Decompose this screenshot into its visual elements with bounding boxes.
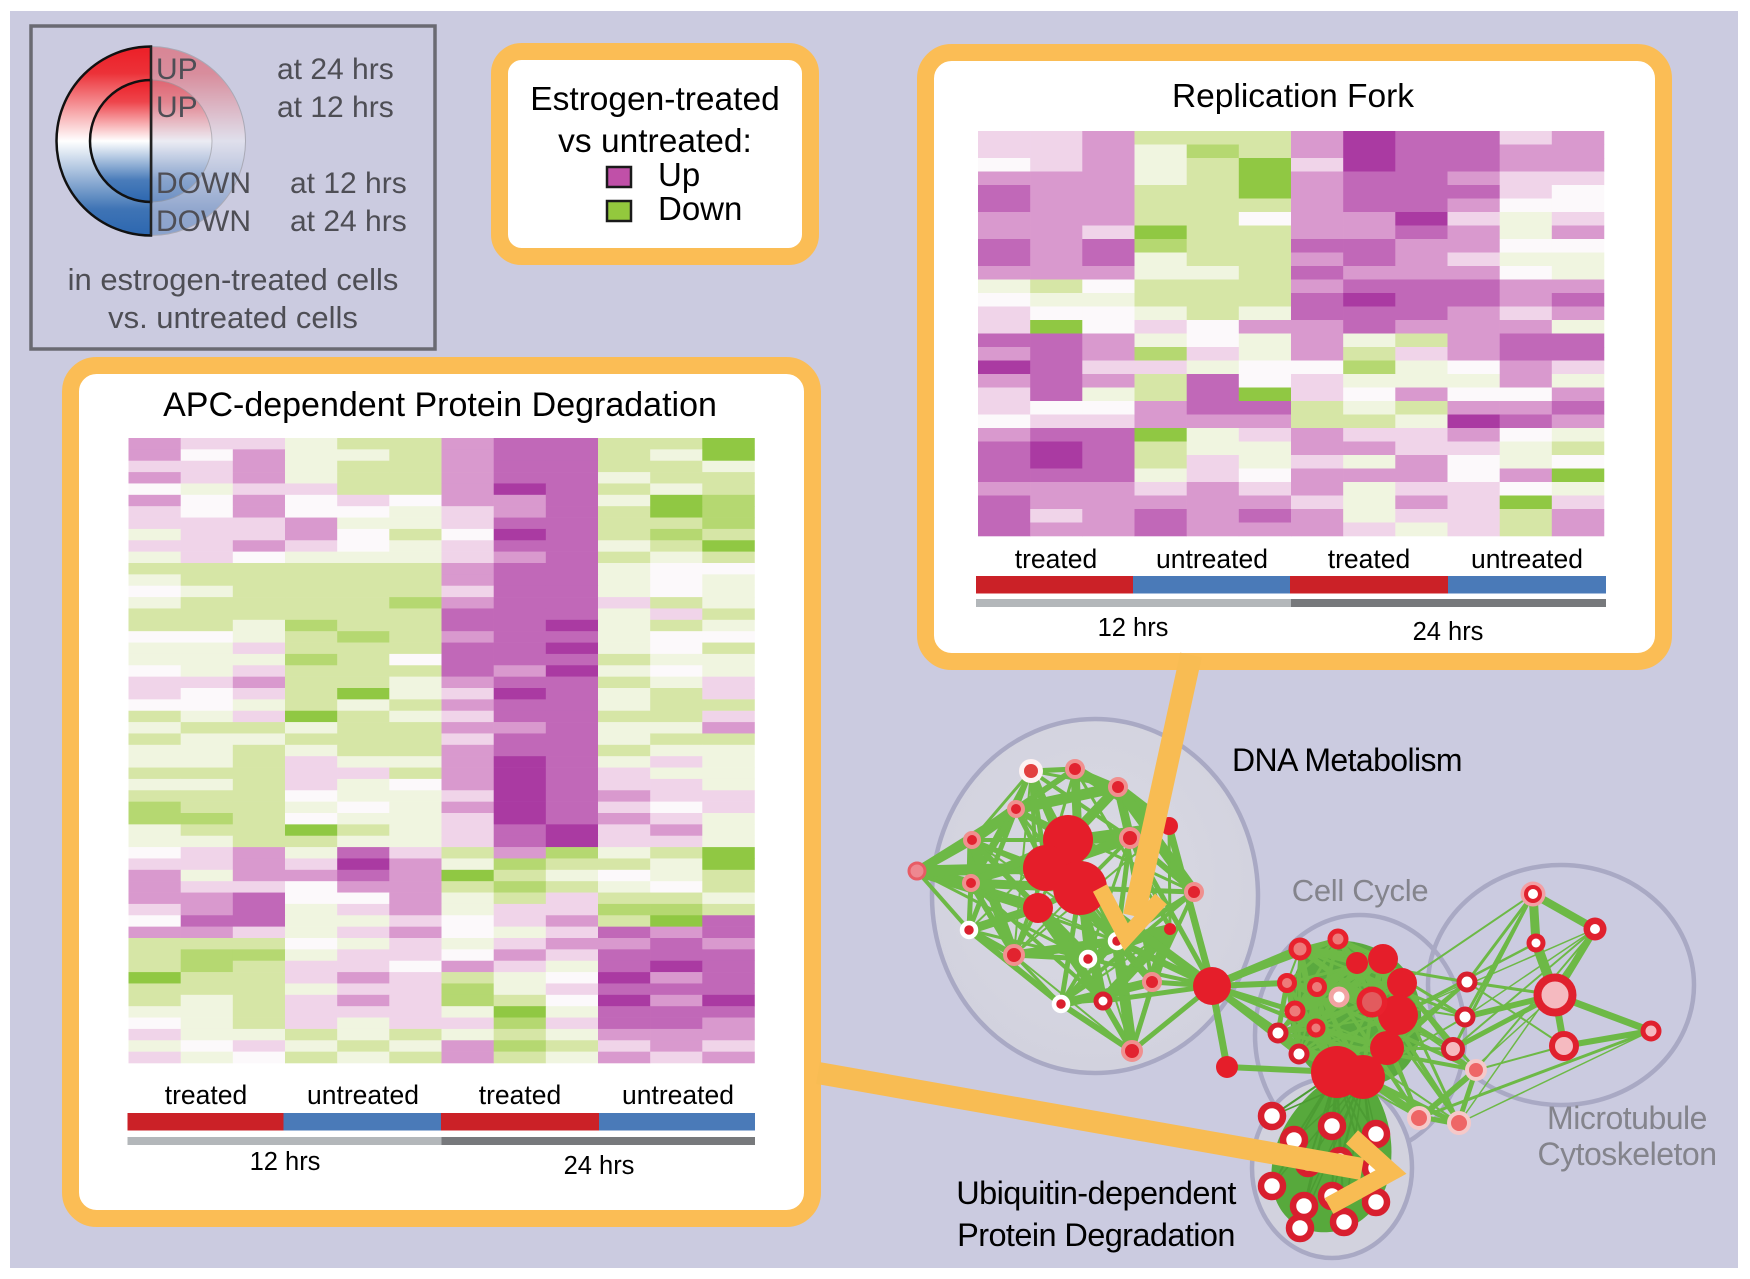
svg-text:APC-dependent Protein Degradat: APC-dependent Protein Degradation — [163, 386, 717, 424]
svg-text:in estrogen-treated cells: in estrogen-treated cells — [68, 262, 399, 297]
svg-text:treated: treated — [479, 1080, 562, 1110]
svg-text:treated: treated — [1015, 544, 1098, 574]
svg-text:at 12 hrs: at 12 hrs — [290, 167, 407, 200]
svg-text:Microtubule: Microtubule — [1547, 1100, 1707, 1136]
svg-text:Ubiquitin-dependent: Ubiquitin-dependent — [956, 1175, 1236, 1211]
svg-text:at 24 hrs: at 24 hrs — [290, 205, 407, 238]
svg-text:UP: UP — [156, 53, 198, 86]
svg-text:Down: Down — [658, 190, 742, 227]
svg-text:at 24 hrs: at 24 hrs — [277, 53, 394, 86]
svg-text:untreated: untreated — [1156, 544, 1268, 574]
svg-text:Protein Degradation: Protein Degradation — [957, 1217, 1235, 1253]
svg-text:Cytoskeleton: Cytoskeleton — [1538, 1136, 1717, 1172]
svg-text:Replication Fork: Replication Fork — [1172, 78, 1414, 115]
svg-text:12 hrs: 12 hrs — [1098, 614, 1169, 642]
svg-text:24 hrs: 24 hrs — [564, 1152, 635, 1180]
svg-text:vs. untreated cells: vs. untreated cells — [108, 300, 358, 335]
svg-text:at 12 hrs: at 12 hrs — [277, 91, 394, 124]
svg-text:untreated: untreated — [307, 1080, 419, 1110]
svg-text:treated: treated — [1328, 544, 1411, 574]
svg-text:vs untreated:: vs untreated: — [558, 123, 752, 160]
svg-text:Cell Cycle: Cell Cycle — [1292, 873, 1429, 908]
svg-text:DOWN: DOWN — [156, 205, 251, 238]
svg-text:UP: UP — [156, 91, 198, 124]
svg-text:Up: Up — [658, 156, 700, 193]
svg-text:treated: treated — [165, 1080, 248, 1110]
svg-text:24 hrs: 24 hrs — [1413, 618, 1484, 646]
svg-text:DOWN: DOWN — [156, 167, 251, 200]
svg-text:DNA Metabolism: DNA Metabolism — [1232, 742, 1462, 778]
svg-text:untreated: untreated — [622, 1080, 734, 1110]
svg-text:Estrogen-treated: Estrogen-treated — [530, 81, 780, 118]
svg-text:12 hrs: 12 hrs — [250, 1148, 321, 1176]
svg-text:untreated: untreated — [1471, 544, 1583, 574]
